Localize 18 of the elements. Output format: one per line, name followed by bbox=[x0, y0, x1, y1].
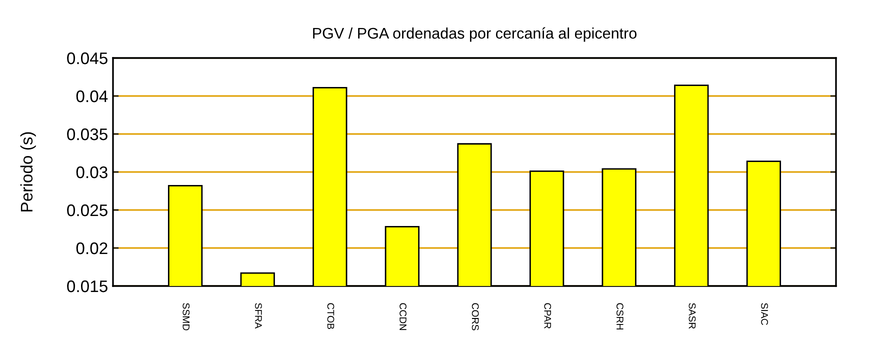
x-tick-label: CTOB bbox=[327, 303, 334, 329]
y-tick-label: 0.04 bbox=[76, 90, 108, 102]
chart-title: PGV / PGA ordenadas por cercanía al epicentro bbox=[313, 27, 637, 42]
x-tick-label: CSRH bbox=[616, 303, 624, 330]
x-tick-label: CPAR bbox=[544, 303, 552, 329]
x-tick-label: SASR bbox=[688, 303, 696, 329]
y-tick-label: 0.035 bbox=[67, 128, 108, 140]
x-tick-label: CORS bbox=[472, 303, 479, 330]
y-tick-label: 0.025 bbox=[67, 204, 108, 216]
y-tick-label: 0.02 bbox=[76, 242, 108, 254]
y-tick-label: 0.015 bbox=[67, 280, 108, 292]
y-tick-label: 0.03 bbox=[76, 166, 108, 178]
y-tick-label: 0.045 bbox=[67, 52, 108, 64]
x-tick-label: CCDN bbox=[400, 303, 406, 330]
x-tick-label: SFRA bbox=[254, 303, 262, 329]
y-axis-title: Periodo (s) bbox=[20, 132, 36, 212]
x-tick-label: SIAC bbox=[761, 303, 768, 325]
x-tick-label: SSMD bbox=[182, 303, 190, 330]
